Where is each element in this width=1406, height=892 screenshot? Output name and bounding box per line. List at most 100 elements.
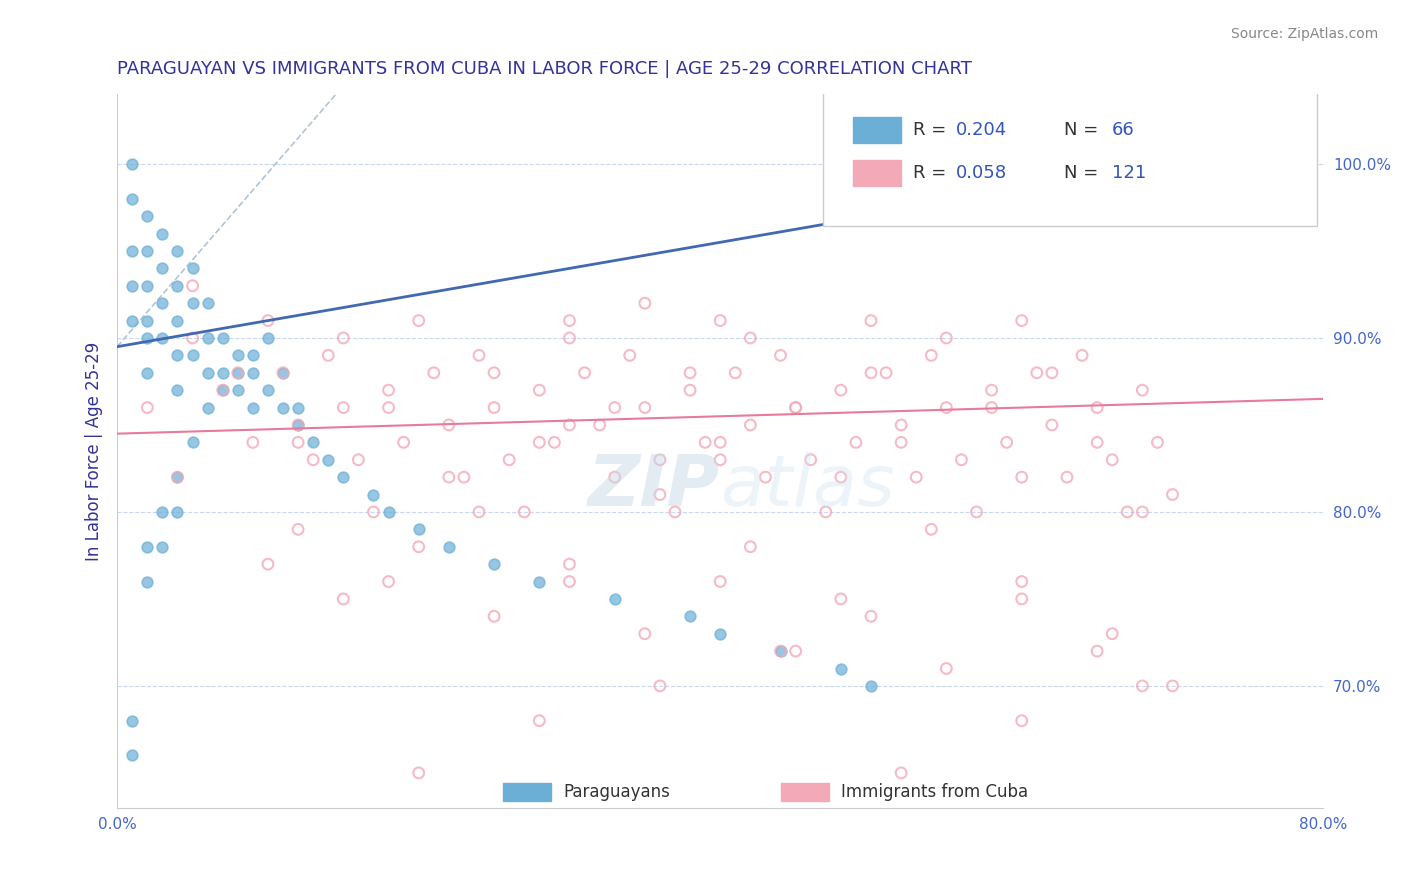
Point — [648, 679, 671, 693]
Point — [603, 401, 626, 415]
Point — [574, 366, 596, 380]
Point — [920, 348, 942, 362]
Point — [287, 435, 309, 450]
Point — [482, 557, 505, 571]
Point — [423, 366, 446, 380]
Point — [181, 435, 204, 450]
Point — [1025, 366, 1047, 380]
Text: 0.058: 0.058 — [956, 164, 1007, 182]
Point — [408, 540, 430, 554]
Point — [271, 366, 294, 380]
Point — [437, 540, 460, 554]
Point — [740, 540, 762, 554]
Point — [905, 470, 928, 484]
Point — [785, 644, 807, 658]
Point — [603, 470, 626, 484]
Point — [619, 348, 641, 362]
Point — [121, 278, 143, 293]
Point — [1130, 679, 1153, 693]
Point — [302, 452, 325, 467]
Point — [890, 435, 912, 450]
Point — [1085, 401, 1108, 415]
FancyBboxPatch shape — [503, 782, 551, 800]
Point — [166, 383, 188, 397]
Point — [211, 366, 233, 380]
Point — [785, 401, 807, 415]
Point — [152, 540, 174, 554]
Point — [136, 244, 159, 258]
Point — [197, 331, 219, 345]
Point — [121, 313, 143, 327]
Point — [392, 435, 415, 450]
Point — [1011, 714, 1033, 728]
Point — [558, 557, 581, 571]
Point — [558, 417, 581, 432]
Point — [709, 574, 731, 589]
Point — [1101, 452, 1123, 467]
Point — [468, 348, 491, 362]
Text: Paraguayans: Paraguayans — [564, 783, 671, 801]
Point — [634, 626, 657, 640]
Point — [1130, 383, 1153, 397]
Point — [513, 505, 536, 519]
Point — [558, 574, 581, 589]
Point — [814, 505, 837, 519]
Point — [1085, 435, 1108, 450]
Text: atlas: atlas — [720, 452, 894, 521]
Point — [363, 505, 385, 519]
Point — [529, 574, 551, 589]
Point — [166, 348, 188, 362]
Point — [377, 574, 399, 589]
Point — [121, 244, 143, 258]
Point — [769, 348, 792, 362]
Point — [1071, 348, 1094, 362]
Point — [287, 522, 309, 536]
Point — [1011, 574, 1033, 589]
Point — [257, 383, 280, 397]
Point — [1161, 679, 1184, 693]
Point — [966, 505, 988, 519]
Point — [785, 401, 807, 415]
Text: R =: R = — [914, 164, 952, 182]
Point — [271, 366, 294, 380]
Point — [136, 331, 159, 345]
Point — [287, 417, 309, 432]
Point — [242, 435, 264, 450]
Point — [136, 209, 159, 223]
Point — [316, 348, 339, 362]
Point — [302, 435, 325, 450]
Point — [242, 401, 264, 415]
Point — [166, 278, 188, 293]
Point — [603, 591, 626, 606]
FancyBboxPatch shape — [823, 91, 1317, 227]
Point — [226, 366, 249, 380]
Point — [121, 192, 143, 206]
Text: PARAGUAYAN VS IMMIGRANTS FROM CUBA IN LABOR FORCE | AGE 25-29 CORRELATION CHART: PARAGUAYAN VS IMMIGRANTS FROM CUBA IN LA… — [117, 60, 972, 78]
Point — [332, 470, 354, 484]
Point — [136, 366, 159, 380]
Point — [181, 296, 204, 310]
Point — [543, 435, 565, 450]
Point — [152, 505, 174, 519]
Point — [859, 679, 882, 693]
Point — [152, 227, 174, 241]
Point — [648, 487, 671, 501]
Point — [181, 348, 204, 362]
Point — [1011, 591, 1033, 606]
Point — [588, 417, 610, 432]
Point — [634, 401, 657, 415]
FancyBboxPatch shape — [780, 782, 828, 800]
Point — [709, 313, 731, 327]
Point — [226, 366, 249, 380]
Point — [1011, 313, 1033, 327]
Point — [377, 383, 399, 397]
Point — [679, 366, 702, 380]
Point — [935, 331, 957, 345]
Point — [664, 505, 686, 519]
Point — [754, 470, 776, 484]
Point — [859, 609, 882, 624]
Point — [332, 591, 354, 606]
Point — [845, 435, 868, 450]
Point — [408, 522, 430, 536]
Point — [800, 452, 823, 467]
